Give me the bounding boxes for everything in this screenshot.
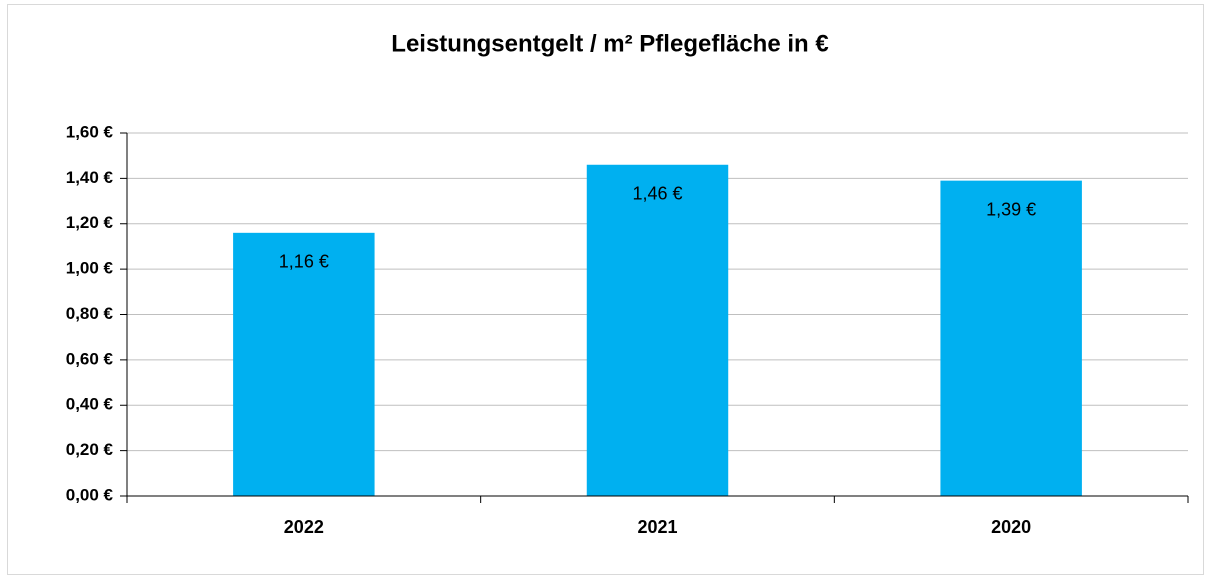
bar (940, 180, 1082, 497)
value-label: 1,39 € (986, 199, 1036, 219)
y-tick-label: 1,20 € (66, 213, 114, 232)
x-tick-label: 2021 (637, 517, 677, 537)
y-tick-label: 1,00 € (66, 259, 114, 278)
y-tick-label: 0,60 € (66, 349, 114, 368)
chart-title: Leistungsentgelt / m² Pflegefläche in € (391, 30, 828, 57)
x-tick-label: 2022 (284, 517, 324, 537)
y-tick-label: 0,40 € (66, 395, 114, 414)
x-tick-label: 2020 (991, 517, 1031, 537)
bar (233, 232, 375, 496)
y-tick-label: 0,80 € (66, 304, 114, 323)
y-tick-label: 1,60 € (66, 122, 114, 141)
value-label: 1,16 € (279, 252, 329, 272)
value-label: 1,46 € (632, 184, 682, 204)
y-tick-label: 1,40 € (66, 168, 114, 187)
y-tick-label: 0,20 € (66, 440, 114, 459)
y-tick-label: 0,00 € (66, 485, 114, 504)
bar (586, 164, 729, 496)
